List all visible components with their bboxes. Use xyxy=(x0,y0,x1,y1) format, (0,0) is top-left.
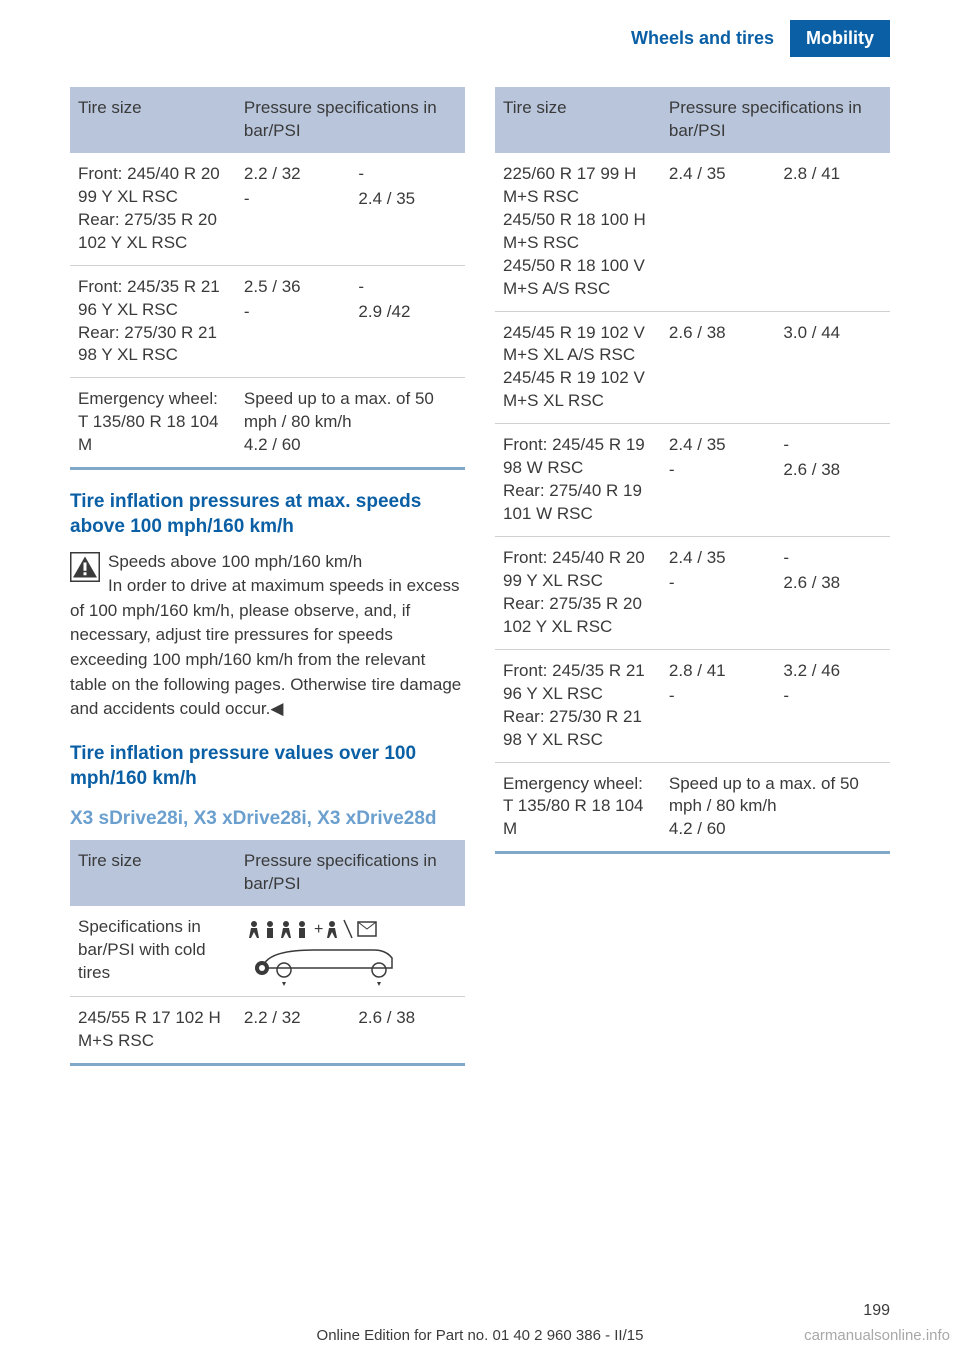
cell-pressure: 2.4 / 35 - xyxy=(661,537,776,650)
cell-pressure: Speed up to a max. of 50 mph / 80 km/h 4… xyxy=(236,378,465,469)
val: 3.2 / 46 xyxy=(783,660,882,683)
table-row: Front: 245/35 R 21 96 Y XL RSC Rear: 275… xyxy=(495,649,890,762)
table-row: Emergency wheel: T 135/80 R 18 104 M Spe… xyxy=(495,762,890,853)
th-pressure: Pressure specifications in bar/PSI xyxy=(236,840,465,906)
val: 2.6 / 38 xyxy=(783,459,882,482)
cell-pressure: 2.8 / 41 - xyxy=(661,649,776,762)
cell-pressure: 3.2 / 46 - xyxy=(775,649,890,762)
th-pressure: Pressure specifications in bar/PSI xyxy=(236,87,465,153)
cell-tire: Front: 245/35 R 21 96 Y XL RSC Rear: 275… xyxy=(495,649,661,762)
header-tabs: Wheels and tires Mobility xyxy=(70,20,890,57)
tire-table-a: Tire size Pressure specifications in bar… xyxy=(70,87,465,470)
table-row: 245/55 R 17 102 H M+S RSC 2.2 / 32 2.6 /… xyxy=(70,996,465,1064)
val: 2.2 / 32 xyxy=(244,163,343,186)
th-pressure: Pressure specifications in bar/PSI xyxy=(661,87,890,153)
cell-pressure: Speed up to a max. of 50 mph / 80 km/h 4… xyxy=(661,762,890,853)
th-tire-size: Tire size xyxy=(495,87,661,153)
cell-tire: Front: 245/40 R 20 99 Y XL RSC Rear: 275… xyxy=(70,153,236,265)
th-tire-size: Tire size xyxy=(70,840,236,906)
tire-table-b: Tire size Pressure specifications in bar… xyxy=(70,840,465,1066)
cell-tire: Emergency wheel: T 135/80 R 18 104 M xyxy=(495,762,661,853)
val: 2.8 / 41 xyxy=(669,660,768,683)
left-column: Tire size Pressure specifications in bar… xyxy=(70,87,465,1066)
val: - xyxy=(783,434,882,457)
val: - xyxy=(669,685,768,708)
cell-pressure: 2.2 / 32 xyxy=(236,996,351,1064)
table-row: Front: 245/45 R 19 98 W RSC Rear: 275/40… xyxy=(495,424,890,537)
cell-pressure: - 2.9 /42 xyxy=(350,265,465,378)
cell-pressure: 2.2 / 32 - xyxy=(236,153,351,265)
cell-pressure: 2.8 / 41 xyxy=(775,153,890,311)
heading-over-100: Tire inflation pressure values over 100 … xyxy=(70,742,465,791)
cell-pressure: 2.5 / 36 - xyxy=(236,265,351,378)
val: 2.4 / 35 xyxy=(358,188,457,211)
tab-mobility: Mobility xyxy=(790,20,890,57)
cell-spec: Specifications in bar/PSI with cold tire… xyxy=(70,906,236,997)
val: - xyxy=(244,188,343,211)
cell-tire: Front: 245/35 R 21 96 Y XL RSC Rear: 275… xyxy=(70,265,236,378)
cell-tire: Emergency wheel: T 135/80 R 18 104 M xyxy=(70,378,236,469)
val: - xyxy=(783,547,882,570)
table-row: 245/45 R 19 102 V M+S XL A/S RSC 245/45 … xyxy=(495,311,890,424)
cell-tire: 245/55 R 17 102 H M+S RSC xyxy=(70,996,236,1064)
tire-table-c: Tire size Pressure specifications in bar… xyxy=(495,87,890,854)
cell-pressure: 3.0 / 44 xyxy=(775,311,890,424)
cell-tire: 245/45 R 19 102 V M+S XL A/S RSC 245/45 … xyxy=(495,311,661,424)
tab-wheels-tires: Wheels and tires xyxy=(615,20,790,57)
load-diagram-icon: + xyxy=(244,916,414,986)
cell-pressure: - 2.6 / 38 xyxy=(775,537,890,650)
cell-tire: Front: 245/40 R 20 99 Y XL RSC Rear: 275… xyxy=(495,537,661,650)
val: 2.4 / 35 xyxy=(669,434,768,457)
val: 2.5 / 36 xyxy=(244,276,343,299)
page-number: 199 xyxy=(863,1302,890,1320)
val: - xyxy=(358,276,457,299)
warning-title: Speeds above 100 mph/160 km/h xyxy=(108,552,362,571)
cell-load-diagram: + xyxy=(236,906,465,997)
cell-tire: Front: 245/45 R 19 98 W RSC Rear: 275/40… xyxy=(495,424,661,537)
warning-block: Speeds above 100 mph/160 km/h In order t… xyxy=(70,550,465,722)
cell-pressure: 2.6 / 38 xyxy=(350,996,465,1064)
cell-pressure: 2.4 / 35 xyxy=(661,153,776,311)
val: 2.4 / 35 xyxy=(669,547,768,570)
cell-pressure: 2.4 / 35 - xyxy=(661,424,776,537)
table-row: Front: 245/40 R 20 99 Y XL RSC Rear: 275… xyxy=(495,537,890,650)
val: - xyxy=(669,459,768,482)
th-tire-size: Tire size xyxy=(70,87,236,153)
val: - xyxy=(244,301,343,324)
svg-text:+: + xyxy=(314,921,323,938)
table-row: 225/60 R 17 99 H M+S RSC 245/50 R 18 100… xyxy=(495,153,890,311)
val: - xyxy=(783,685,882,708)
table-row: Front: 245/35 R 21 96 Y XL RSC Rear: 275… xyxy=(70,265,465,378)
val: - xyxy=(358,163,457,186)
subheading-models: X3 sDrive28i, X3 xDrive28i, X3 xDrive28d xyxy=(70,807,465,832)
val: 2.6 / 38 xyxy=(783,572,882,595)
cell-pressure: 2.6 / 38 xyxy=(661,311,776,424)
table-row: Specifications in bar/PSI with cold tire… xyxy=(70,906,465,997)
warning-body: In order to drive at maximum speeds in e… xyxy=(70,576,461,718)
cell-pressure: - 2.4 / 35 xyxy=(350,153,465,265)
table-row: Front: 245/40 R 20 99 Y XL RSC Rear: 275… xyxy=(70,153,465,265)
val: 2.9 /42 xyxy=(358,301,457,324)
val: - xyxy=(669,572,768,595)
cell-pressure: - 2.6 / 38 xyxy=(775,424,890,537)
cell-tire: 225/60 R 17 99 H M+S RSC 245/50 R 18 100… xyxy=(495,153,661,311)
warning-icon xyxy=(70,552,100,582)
watermark: carmanualsonline.info xyxy=(804,1327,950,1344)
right-column: Tire size Pressure specifications in bar… xyxy=(495,87,890,1066)
table-row: Emergency wheel: T 135/80 R 18 104 M Spe… xyxy=(70,378,465,469)
heading-max-speed: Tire inflation pressures at max. speeds … xyxy=(70,490,465,539)
